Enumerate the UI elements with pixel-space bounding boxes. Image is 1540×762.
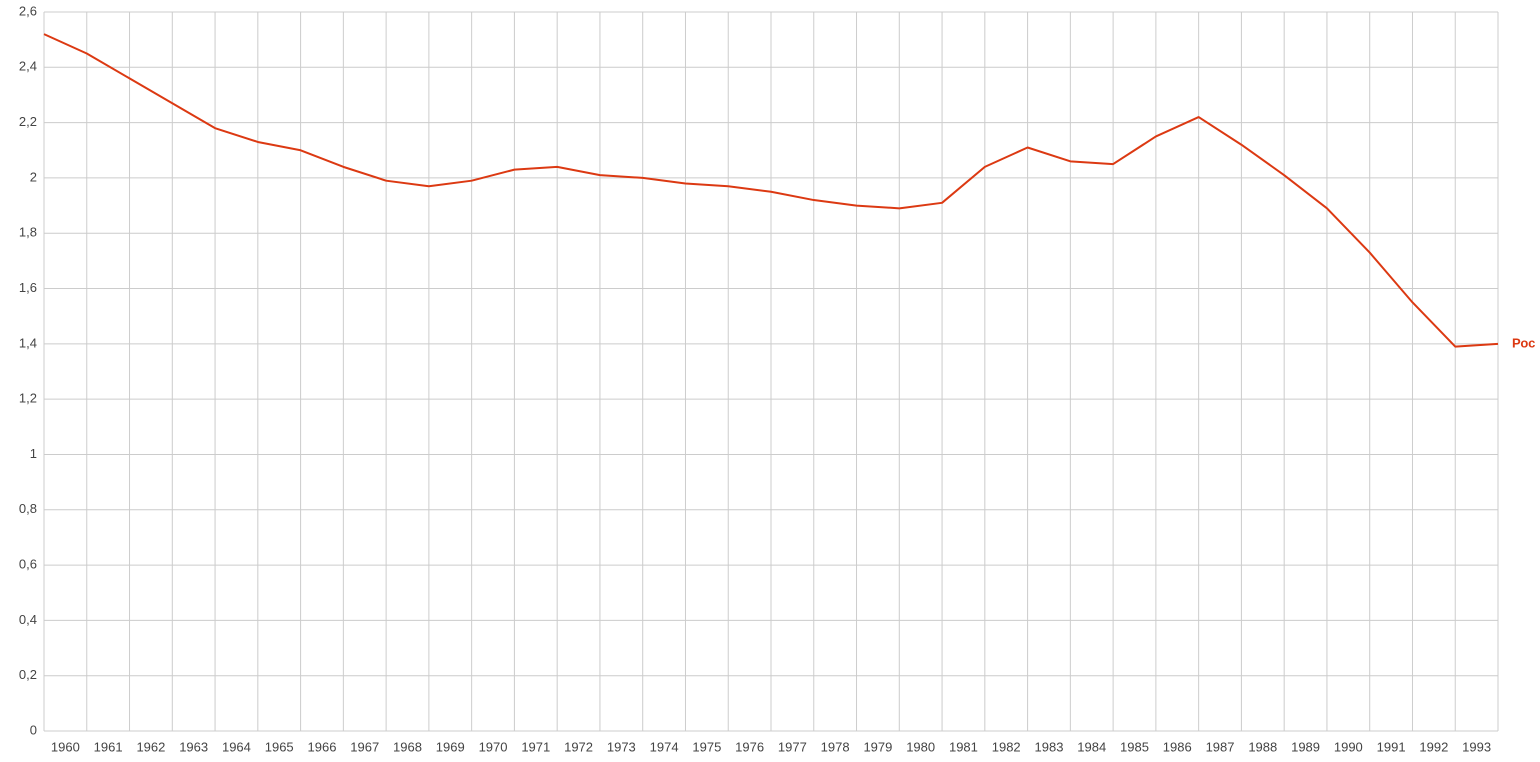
y-tick-label: 1,4 xyxy=(19,335,37,350)
y-tick-label: 1,8 xyxy=(19,225,37,240)
x-tick-label: 1968 xyxy=(393,739,422,754)
y-tick-label: 2,4 xyxy=(19,59,37,74)
x-tick-label: 1985 xyxy=(1120,739,1149,754)
x-tick-label: 1961 xyxy=(94,739,123,754)
line-series xyxy=(43,33,1499,348)
y-tick-label: 0,4 xyxy=(19,612,37,627)
x-tick-label: 1964 xyxy=(222,739,251,754)
x-tick-label: 1993 xyxy=(1462,739,1491,754)
x-tick-label: 1981 xyxy=(949,739,978,754)
x-tick-label: 1966 xyxy=(308,739,337,754)
x-tick-label: 1991 xyxy=(1377,739,1406,754)
y-tick-label: 1,2 xyxy=(19,391,37,406)
x-tick-label: 1965 xyxy=(265,739,294,754)
y-tick-label: 1,6 xyxy=(19,280,37,295)
x-tick-label: 1986 xyxy=(1163,739,1192,754)
x-tick-label: 1971 xyxy=(521,739,550,754)
x-tick-label: 1978 xyxy=(821,739,850,754)
x-tick-label: 1992 xyxy=(1419,739,1448,754)
y-tick-label: 0,6 xyxy=(19,557,37,572)
y-tick-label: 2,2 xyxy=(19,114,37,129)
x-tick-label: 1969 xyxy=(436,739,465,754)
x-tick-label: 1980 xyxy=(906,739,935,754)
x-tick-label: 1974 xyxy=(650,739,679,754)
x-tick-label: 1967 xyxy=(350,739,379,754)
y-tick-label: 1 xyxy=(30,446,37,461)
x-tick-label: 1973 xyxy=(607,739,636,754)
x-tick-label: 1975 xyxy=(692,739,721,754)
x-tick-label: 1990 xyxy=(1334,739,1363,754)
x-tick-label: 1989 xyxy=(1291,739,1320,754)
x-tick-label: 1960 xyxy=(51,739,80,754)
x-tick-label: 1972 xyxy=(564,739,593,754)
y-tick-label: 2 xyxy=(30,169,37,184)
y-tick-label: 0,2 xyxy=(19,667,37,682)
x-tick-label: 1977 xyxy=(778,739,807,754)
y-tick-label: 0 xyxy=(30,722,37,737)
x-tick-label: 1983 xyxy=(1035,739,1064,754)
x-tick-label: 1987 xyxy=(1206,739,1235,754)
x-tick-label: 1962 xyxy=(136,739,165,754)
x-tick-label: 1988 xyxy=(1248,739,1277,754)
x-tick-label: 1979 xyxy=(863,739,892,754)
x-tick-label: 1984 xyxy=(1077,739,1106,754)
series-label: Рос xyxy=(1512,335,1535,350)
y-tick-label: 0,8 xyxy=(19,501,37,516)
y-tick-label: 2,6 xyxy=(19,3,37,18)
x-tick-label: 1982 xyxy=(992,739,1021,754)
x-tick-label: 1970 xyxy=(479,739,508,754)
x-tick-label: 1976 xyxy=(735,739,764,754)
x-tick-label: 1963 xyxy=(179,739,208,754)
